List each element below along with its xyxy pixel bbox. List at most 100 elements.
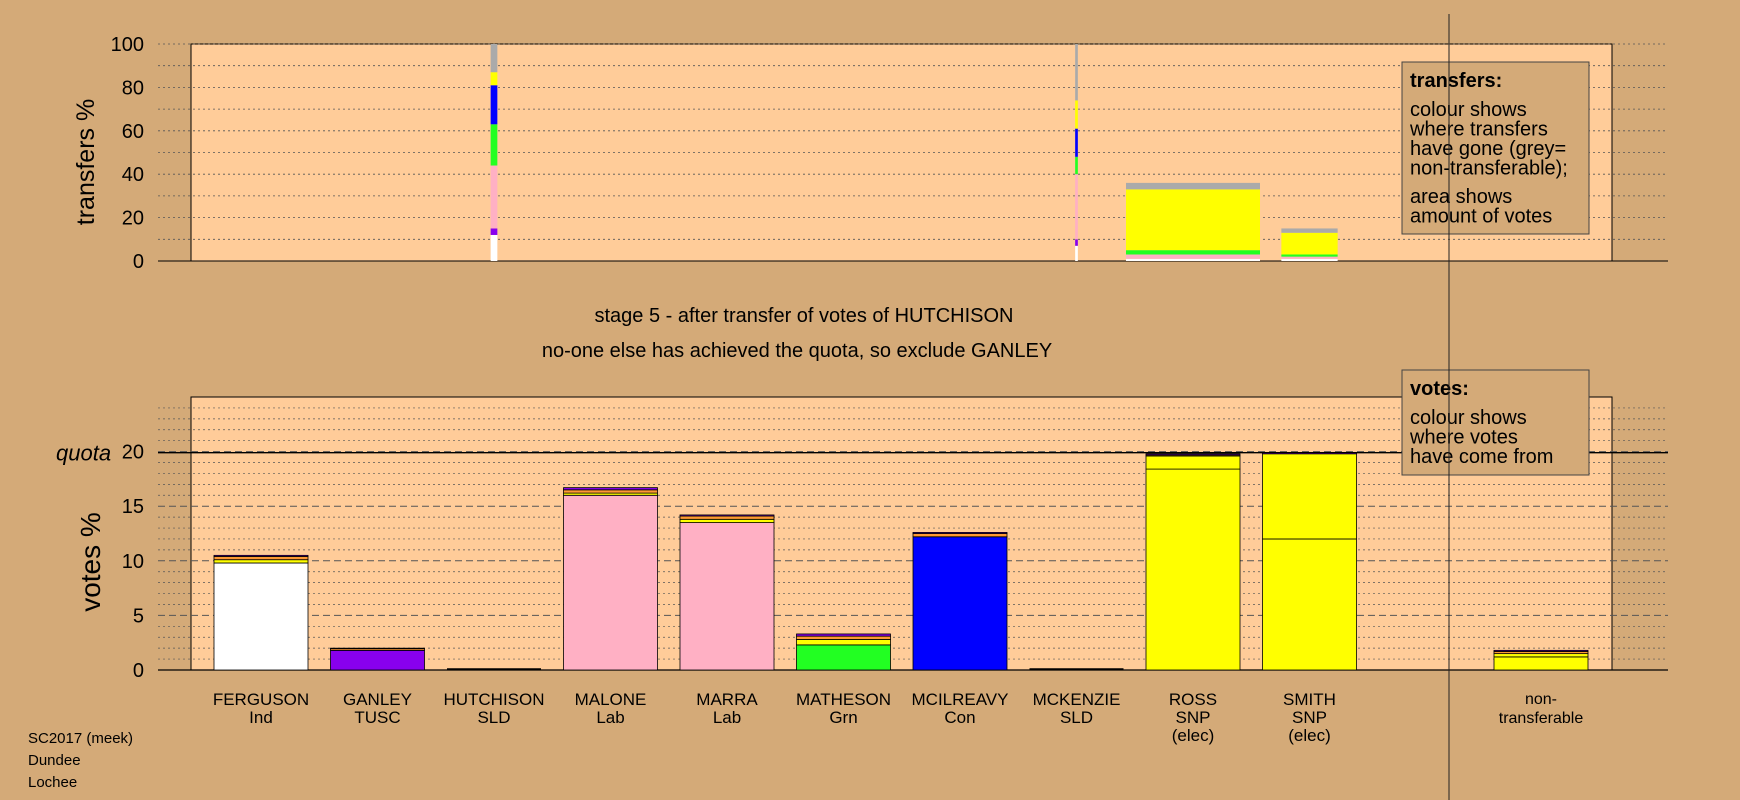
candidate-party: Ind [249, 708, 273, 727]
stage-title: stage 5 - after transfer of votes of HUT… [594, 305, 1013, 327]
candidate-label: FERGUSON Ind [213, 690, 309, 727]
candidate-name: MALONE [575, 690, 647, 709]
source-note-line: Lochee [28, 774, 77, 791]
vote-segment [679, 514, 775, 517]
candidate-name: FERGUSON [213, 690, 309, 709]
vote-segment [213, 562, 309, 671]
source-note-line: SC2017 (meek) [28, 730, 133, 747]
transfer-segment [490, 72, 498, 86]
candidate-status: (elec) [1172, 726, 1215, 745]
transfer-segment [1075, 128, 1078, 157]
transfer-segment [1281, 232, 1338, 255]
transfer-segment [1075, 174, 1078, 240]
vote-segment [330, 647, 425, 650]
transfers-panel [190, 43, 1613, 262]
transfer-segment [1281, 228, 1338, 233]
candidate-name: MCKENZIE [1033, 690, 1121, 709]
transfers-legend-text: non-transferable); [1410, 158, 1568, 180]
vote-segment [1493, 653, 1589, 658]
votes-tick-label: 10 [122, 551, 144, 573]
source-note-line: Dundee [28, 752, 81, 769]
candidate-label: MCILREAVY Con [912, 690, 1009, 727]
votes-tick-label: 5 [133, 605, 144, 627]
candidate-name: ROSS [1169, 690, 1217, 709]
transfers-tick-label: 0 [133, 251, 144, 273]
source-note: SC2017 (meek) Dundee Lochee [28, 730, 133, 791]
candidate-label: MCKENZIE SLD [1033, 690, 1121, 727]
candidate-label: HUTCHISON SLD [443, 690, 544, 727]
nontransferable-label-line: non- [1525, 691, 1557, 708]
vote-segment [1145, 455, 1241, 470]
vote-segment [563, 487, 658, 491]
transfer-segment [1126, 189, 1260, 251]
vote-segment [679, 518, 775, 523]
transfers-tick-label: 60 [122, 121, 144, 143]
vote-segment [912, 533, 1008, 538]
candidate-status: (elec) [1288, 726, 1331, 745]
transfers-tick-label: 100 [111, 34, 144, 56]
votes-legend-heading: votes: [1410, 378, 1469, 400]
candidate-party: SLD [1060, 708, 1093, 727]
vote-segment [796, 633, 891, 637]
transfer-segment [490, 234, 498, 261]
candidate-name: GANLEY [343, 690, 412, 709]
vote-segment [1493, 649, 1589, 652]
vote-segment [679, 515, 775, 520]
candidate-party: Grn [829, 708, 857, 727]
vote-segment [1493, 656, 1589, 671]
transfer-segment [1281, 258, 1338, 261]
vote-segment [1262, 452, 1357, 455]
candidate-label: SMITH SNP (elec) [1283, 690, 1336, 745]
transfers-tick-label: 40 [122, 164, 144, 186]
candidate-party: Lab [713, 708, 741, 727]
vote-segment [1262, 538, 1357, 671]
votes-tick-label: 20 [122, 442, 144, 464]
transfers-legend-box [1401, 61, 1590, 235]
transfers-plot: 0 20 40 60 80 100 transfers % [72, 34, 1668, 273]
candidate-party: SNP [1292, 708, 1327, 727]
transfer-segment [490, 44, 498, 73]
vote-segment [1262, 453, 1357, 540]
transfers-legend-text: where transfers [1409, 119, 1548, 141]
vote-segment [330, 649, 425, 671]
transfers-legend-text: area shows [1410, 186, 1512, 208]
candidate-label: GANLEY TUSC [343, 690, 412, 727]
transfer-segment [490, 85, 498, 125]
votes-tick-label: 15 [122, 496, 144, 518]
vote-segment [213, 556, 309, 561]
candidate-name: MATHESON [796, 690, 891, 709]
nontransferable-label: non-transferable [1499, 691, 1584, 727]
transfer-segment [1281, 254, 1338, 257]
transfer-segment [490, 165, 498, 229]
vote-segment [796, 639, 891, 646]
votes-panel [190, 396, 1613, 671]
candidate-party: SLD [477, 708, 510, 727]
vote-segment [563, 489, 658, 494]
transfer-segment [1075, 245, 1078, 261]
vote-segment [912, 532, 1008, 534]
vote-segment [679, 522, 775, 671]
vote-segment [1145, 453, 1241, 456]
transfer-segment [1126, 254, 1260, 259]
candidate-label: MARRA Lab [696, 690, 758, 727]
nontransferable-label-line: transferable [1499, 710, 1584, 727]
transfer-segment [1075, 239, 1078, 246]
candidate-party: Lab [596, 708, 624, 727]
candidate-label: ROSS SNP (elec) [1169, 690, 1217, 745]
vote-segment [912, 536, 1008, 671]
vote-segment [796, 644, 891, 671]
transfer-segment [1281, 256, 1338, 259]
candidate-label: MATHESON Grn [796, 690, 891, 727]
candidate-name: MCILREAVY [912, 690, 1009, 709]
action-title: no-one else has achieved the quota, so e… [542, 340, 1052, 362]
transfer-segment [1126, 182, 1260, 190]
vote-segment [563, 494, 658, 671]
vote-segment [213, 554, 309, 557]
candidate-name: MARRA [696, 690, 758, 709]
votes-legend-text: have come from [1410, 446, 1553, 468]
